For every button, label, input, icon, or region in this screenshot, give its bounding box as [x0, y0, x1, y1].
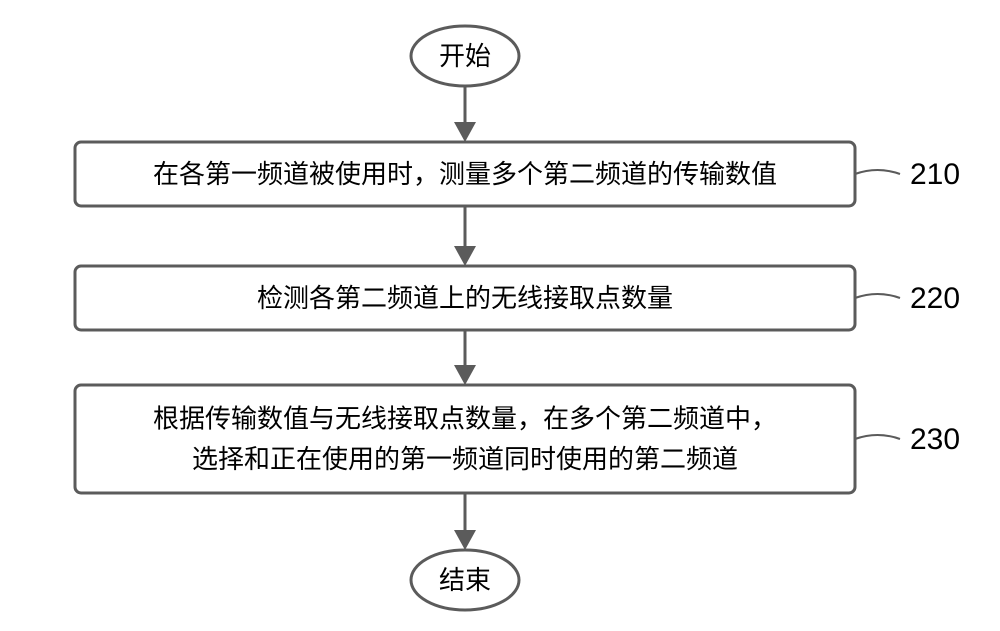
step210-text-line-0: 在各第一频道被使用时，测量多个第二频道的传输数值	[153, 159, 777, 189]
end-label: 结束	[439, 565, 491, 595]
step230-box	[75, 385, 855, 493]
arrowhead-icon	[454, 122, 476, 142]
reference-connector	[855, 170, 900, 174]
arrowhead-icon	[454, 246, 476, 266]
start-label: 开始	[439, 41, 491, 71]
step220-text-line-0: 检测各第二频道上的无线接取点数量	[257, 283, 673, 313]
reference-connector	[855, 435, 900, 439]
ref-label-230: 230	[910, 423, 960, 456]
step230-text-line-0: 根据传输数值与无线接取点数量，在多个第二频道中，	[153, 404, 777, 434]
ref-label-210: 210	[910, 158, 960, 191]
reference-connector	[855, 294, 900, 298]
arrowhead-icon	[454, 365, 476, 385]
flowchart-diagram: 开始在各第一频道被使用时，测量多个第二频道的传输数值检测各第二频道上的无线接取点…	[0, 0, 1000, 631]
ref-label-220: 220	[910, 282, 960, 315]
arrowhead-icon	[454, 530, 476, 550]
step230-text-line-1: 选择和正在使用的第一频道同时使用的第二频道	[192, 444, 738, 474]
